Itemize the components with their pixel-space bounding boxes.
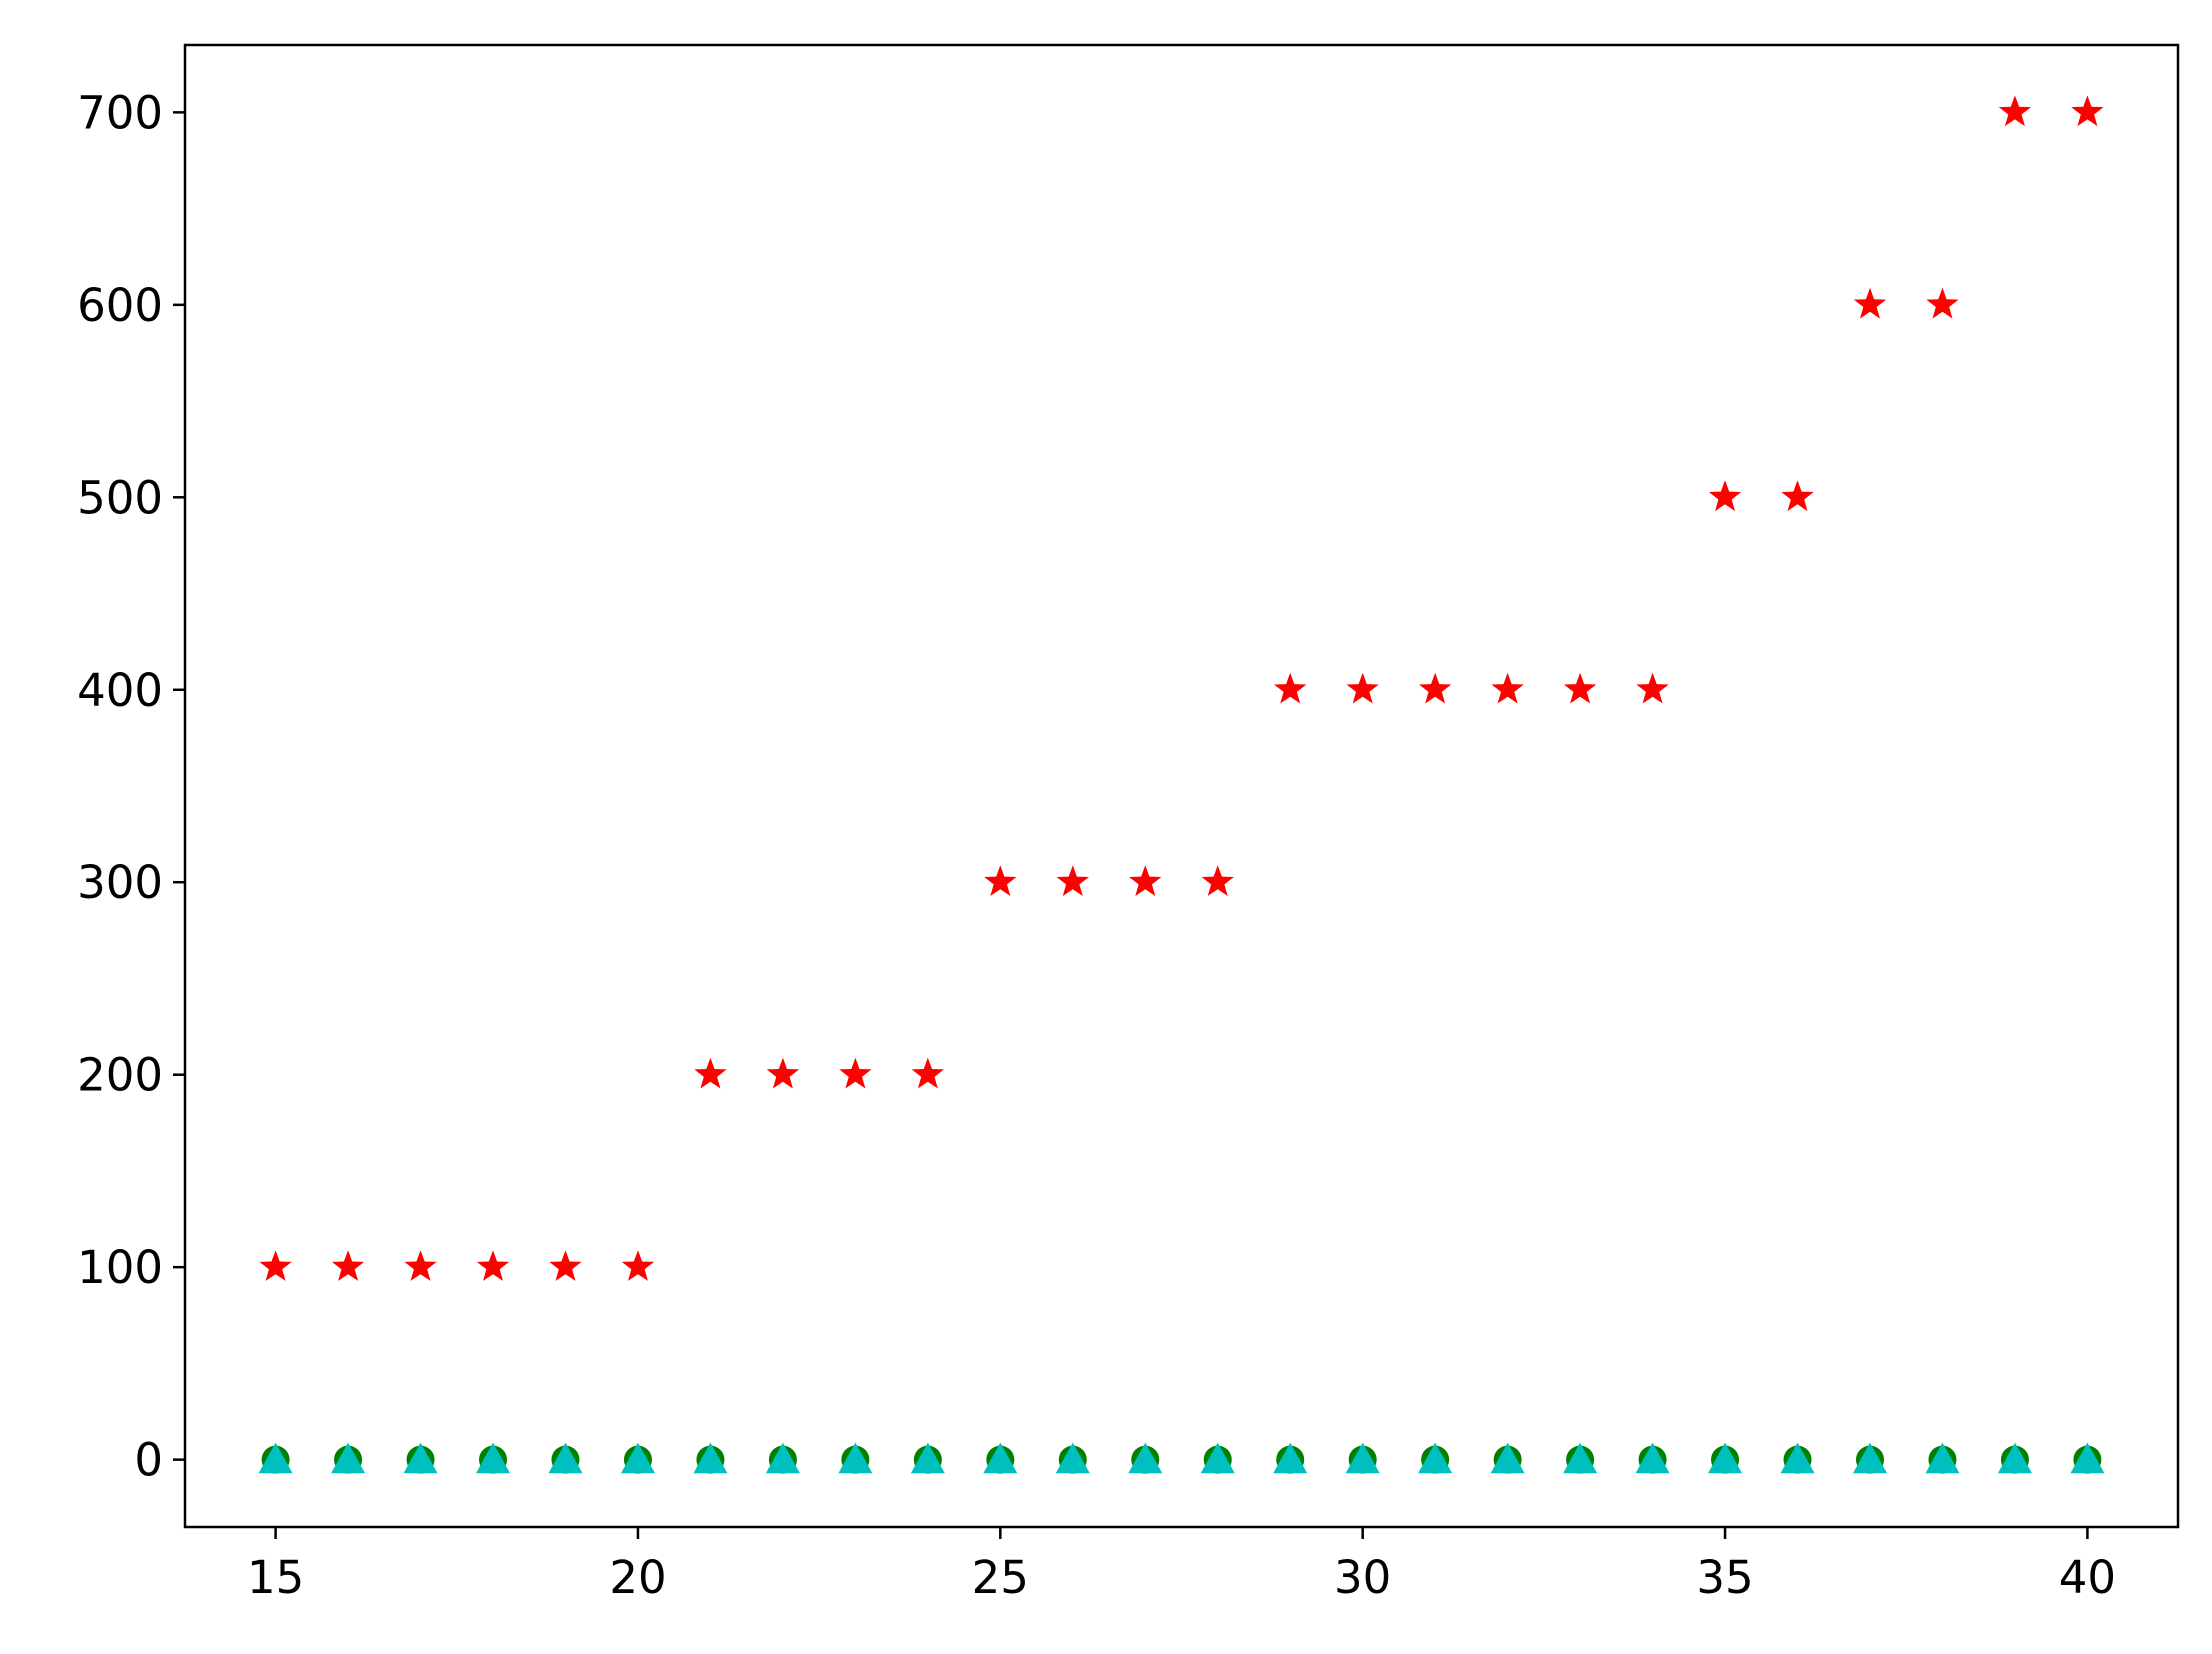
data-point-triangle-17 [403, 1442, 438, 1474]
data-point-star-19 [549, 1250, 582, 1281]
data-point-star-36 [1781, 480, 1814, 512]
data-point-triangle-25 [983, 1442, 1018, 1474]
y-tick-label-300: 300 [77, 856, 163, 909]
data-point-star-33 [1563, 672, 1597, 704]
data-point-triangle-27 [1128, 1442, 1163, 1474]
x-tick-label-35: 35 [1696, 1551, 1753, 1604]
data-point-triangle-36 [1780, 1442, 1815, 1474]
data-point-star-30 [1346, 672, 1379, 704]
data-point-triangle-28 [1200, 1442, 1235, 1474]
x-tick-label-15: 15 [247, 1551, 304, 1604]
data-point-star-37 [1853, 287, 1887, 319]
plot-marks [258, 95, 2105, 1474]
data-point-star-31 [1419, 672, 1452, 704]
data-point-triangle-33 [1563, 1442, 1598, 1474]
x-tick-label-20: 20 [609, 1551, 666, 1604]
data-point-star-27 [1129, 865, 1162, 896]
data-point-triangle-21 [693, 1442, 728, 1474]
data-point-triangle-40 [2070, 1442, 2105, 1474]
data-point-star-16 [331, 1250, 365, 1281]
data-point-triangle-15 [258, 1442, 293, 1474]
data-point-star-21 [694, 1057, 727, 1089]
data-point-triangle-34 [1635, 1442, 1670, 1474]
data-point-star-24 [911, 1057, 944, 1089]
data-point-star-25 [984, 865, 1017, 896]
data-point-star-20 [621, 1250, 655, 1281]
data-point-star-26 [1056, 865, 1089, 896]
data-point-star-29 [1274, 672, 1307, 704]
series-1 [259, 95, 2104, 1281]
data-point-triangle-22 [765, 1442, 800, 1474]
data-point-triangle-37 [1852, 1442, 1887, 1474]
y-tick-label-200: 200 [77, 1049, 163, 1102]
x-tick-label-25: 25 [972, 1551, 1029, 1604]
data-point-triangle-20 [620, 1442, 655, 1474]
data-point-star-39 [1998, 95, 2032, 127]
data-point-triangle-24 [910, 1442, 945, 1474]
plot-frame [183, 43, 2180, 1529]
data-point-star-15 [259, 1250, 292, 1281]
y-tick-label-500: 500 [77, 471, 163, 524]
y-tick-label-100: 100 [77, 1241, 163, 1294]
data-point-star-38 [1926, 287, 1959, 319]
data-point-triangle-35 [1708, 1442, 1743, 1474]
x-tick-label-40: 40 [2059, 1551, 2116, 1604]
data-point-triangle-16 [331, 1442, 366, 1474]
y-tick-label-0: 0 [134, 1434, 163, 1487]
data-point-star-17 [404, 1250, 437, 1281]
x-tick-label-30: 30 [1334, 1551, 1391, 1604]
data-point-triangle-39 [1997, 1442, 2032, 1474]
data-point-triangle-29 [1273, 1442, 1308, 1474]
y-tick-label-700: 700 [77, 86, 163, 139]
data-point-triangle-31 [1418, 1442, 1453, 1474]
data-point-star-35 [1708, 480, 1742, 512]
y-tick-label-600: 600 [77, 279, 163, 332]
data-point-star-18 [476, 1250, 510, 1281]
data-point-star-34 [1636, 672, 1669, 704]
data-point-triangle-19 [548, 1442, 583, 1474]
data-point-star-22 [766, 1057, 800, 1089]
data-point-star-32 [1491, 672, 1524, 704]
data-point-triangle-26 [1055, 1442, 1090, 1474]
data-point-triangle-38 [1925, 1442, 1960, 1474]
data-point-star-40 [2071, 95, 2104, 127]
data-point-triangle-23 [838, 1442, 873, 1474]
data-point-star-23 [839, 1057, 872, 1089]
data-point-triangle-18 [476, 1442, 511, 1474]
data-point-triangle-30 [1345, 1442, 1380, 1474]
data-point-triangle-32 [1490, 1442, 1525, 1474]
data-point-star-28 [1201, 865, 1234, 896]
y-tick-label-400: 400 [77, 664, 163, 717]
series-4 [258, 1442, 2105, 1474]
